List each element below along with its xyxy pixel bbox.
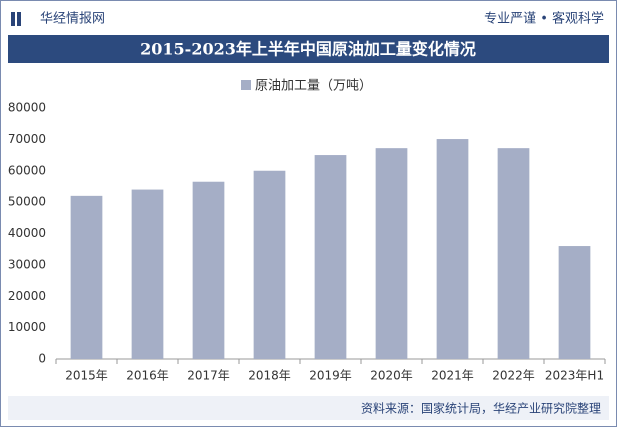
y-tick-label: 60000	[8, 163, 46, 177]
bar	[253, 170, 286, 359]
brand: 华经情报网	[40, 12, 105, 27]
y-tick-label: 10000	[8, 320, 46, 334]
y-tick-label: 0	[38, 352, 46, 366]
title-bar	[8, 35, 609, 63]
bar	[192, 181, 225, 359]
bar	[558, 246, 591, 359]
bar	[70, 195, 103, 359]
x-tick-label: 2023年H1	[545, 369, 604, 383]
bar	[131, 189, 164, 359]
y-tick-label: 30000	[8, 257, 46, 271]
x-tick-label: 2020年	[370, 369, 413, 383]
y-tick-label: 20000	[8, 289, 46, 303]
x-tick-label: 2017年	[187, 369, 230, 383]
x-tick-label: 2022年	[492, 369, 535, 383]
brand-icon	[11, 12, 15, 26]
bar	[314, 155, 347, 359]
x-tick-label: 2019年	[309, 369, 352, 383]
x-tick-label: 2016年	[126, 369, 169, 383]
x-tick-label: 2021年	[431, 369, 474, 383]
legend-swatch	[241, 80, 251, 90]
y-tick-label: 40000	[8, 226, 46, 240]
chart-title: 2015-2023年上半年中国原油加工量变化情况	[140, 40, 476, 59]
y-tick-label: 50000	[8, 195, 46, 209]
source: 资料来源：国家统计局，华经产业研究院整理	[361, 401, 601, 416]
y-tick-label: 80000	[8, 101, 46, 115]
bar	[436, 139, 469, 359]
slogan: 专业严谨 • 客观科学	[484, 11, 604, 27]
x-tick-label: 2015年	[65, 369, 108, 383]
bar	[497, 148, 530, 359]
x-tick-label: 2018年	[248, 369, 291, 383]
brand-icon	[17, 12, 21, 26]
bar	[375, 148, 408, 359]
legend-label: 原油加工量（万吨）	[255, 79, 372, 94]
y-tick-label: 70000	[8, 132, 46, 146]
footer-bar	[8, 396, 609, 420]
